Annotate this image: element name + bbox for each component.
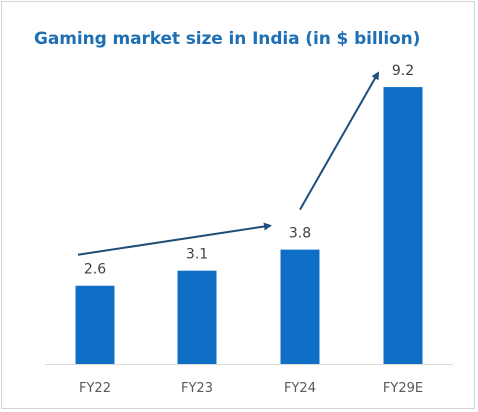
trend-arrow-fy24-fy29e — [299, 71, 379, 211]
data-label-fy23: 3.1 — [186, 247, 208, 263]
trend-arrow-fy22-fy24 — [77, 222, 272, 256]
chart-title: Gaming market size in India (in $ billio… — [34, 29, 421, 49]
bar-fy29e — [383, 87, 423, 364]
bar-fy24 — [280, 249, 320, 364]
x-tick-label-fy29e: FY29E — [383, 381, 423, 396]
bar-fy22 — [75, 285, 115, 364]
data-label-fy29e: 9.2 — [392, 63, 414, 79]
x-tick-label-fy24: FY24 — [284, 381, 316, 396]
data-label-fy24: 3.8 — [289, 226, 311, 242]
bar-fy23 — [177, 270, 217, 364]
data-label-fy22: 2.6 — [84, 262, 106, 278]
x-tick-label-fy22: FY22 — [79, 381, 111, 396]
x-tick-label-fy23: FY23 — [181, 381, 213, 396]
